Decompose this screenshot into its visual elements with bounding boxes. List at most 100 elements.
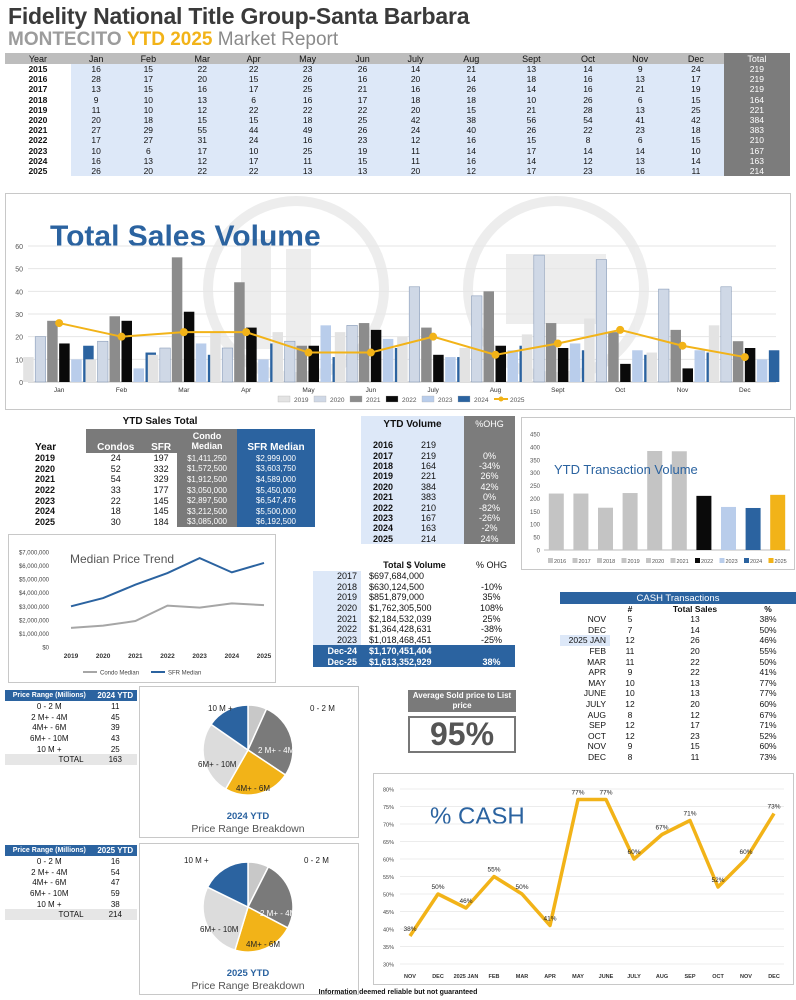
table-row: 2022 $1,364,428,631 -38% xyxy=(313,623,515,635)
table-cell: $1,572,500 xyxy=(177,463,237,475)
table-cell: DEC xyxy=(588,752,606,763)
table-cell: 18 xyxy=(121,114,176,126)
table-row: 2020 $1,762,305,500 108% xyxy=(313,602,515,614)
table-row: 2017 13 15 16 17 25 21 16 26 14 16 21 19 219 xyxy=(5,84,790,95)
bar-2019 xyxy=(646,352,657,382)
legend-swatch xyxy=(744,558,749,563)
table-row: 2021 27 29 55 44 49 26 24 40 26 22 23 18 383 xyxy=(5,125,790,136)
table-cell: 13 xyxy=(612,155,669,166)
bar-2019 xyxy=(397,336,408,382)
bar-2023 xyxy=(694,350,705,382)
cash-transactions-table: CASH Transactions # Total Sales % NOV 5 13… xyxy=(560,592,796,762)
table-cell: 22 xyxy=(690,656,700,667)
table-cell: 2 M+ - 4M xyxy=(31,867,68,877)
table-cell: 20 xyxy=(690,646,700,657)
y-tick-label: 200 xyxy=(530,497,541,503)
y-tick-label: 40 xyxy=(15,289,23,296)
table-cell: 77% xyxy=(759,688,777,699)
table-cell: 16 xyxy=(278,94,338,105)
x-tick-label: JUNE xyxy=(599,974,614,980)
bar-2019 xyxy=(147,354,159,382)
volume-value: 384 xyxy=(421,481,437,492)
table-cell: 12 xyxy=(563,155,613,166)
pct-cash-line xyxy=(408,797,776,937)
x-tick-label: 2021 xyxy=(128,653,143,660)
table-cell: 6M+ - 10M xyxy=(30,888,69,898)
table-cell: 163 xyxy=(93,754,137,766)
bar-2021 xyxy=(421,327,432,382)
legend-swatch xyxy=(670,558,676,563)
y-tick-label: 30 xyxy=(15,312,23,319)
col-condos: Condos xyxy=(86,429,146,453)
table-cell: $6,547,476 xyxy=(237,495,315,506)
pie-label: 2 M+ - 4M xyxy=(260,909,297,918)
table-cell: 13 xyxy=(690,688,700,699)
legend-label: 2024 xyxy=(474,397,489,404)
table-row: 2021 383 0% xyxy=(361,491,515,503)
table-cell: 2018 xyxy=(5,94,71,105)
table-cell: 2022 xyxy=(35,485,56,496)
x-tick-label: July xyxy=(427,387,439,394)
table-cell: TOTAL xyxy=(5,909,94,921)
header-cell: Sept xyxy=(499,53,564,64)
bar-2023 xyxy=(445,357,456,382)
table-cell: 13 xyxy=(278,165,338,177)
table-cell: 19 xyxy=(337,145,388,156)
col-pct: % xyxy=(764,604,772,614)
table-cell: 15 xyxy=(499,135,564,146)
bar-2020 xyxy=(97,340,109,383)
bar-2019 xyxy=(459,348,470,382)
x-tick-label: MAR xyxy=(516,974,529,980)
table-cell: 4M+ - 6M xyxy=(32,878,67,888)
table-cell: 11 xyxy=(111,701,120,711)
bar-2019 xyxy=(521,334,533,382)
table-cell: 384 xyxy=(723,114,790,126)
table-cell: 10 xyxy=(70,145,122,156)
table-row: 0 - 2 M 16 xyxy=(5,856,137,867)
table-cell: 221 xyxy=(723,104,790,115)
col-sfr: SFR xyxy=(145,429,177,453)
table-cell: 30 xyxy=(110,516,121,527)
avg-sold-price-label: Average Sold price to List price xyxy=(408,690,516,712)
legend-swatch xyxy=(498,396,504,402)
y-tick-label: 55% xyxy=(383,875,394,881)
bar-2018 xyxy=(598,507,613,550)
bar-2022 xyxy=(620,363,631,382)
header-cell: Jun xyxy=(337,53,388,64)
table-cell: 24 xyxy=(229,135,278,146)
table-cell: 14 xyxy=(499,155,564,166)
table-cell: 17 xyxy=(668,74,724,85)
x-tick-label: May xyxy=(302,387,315,394)
data-label: 38% xyxy=(403,926,416,933)
table-row: 2017 $697,684,000 xyxy=(313,571,515,582)
bar-2020 xyxy=(471,295,483,383)
bar-2022 xyxy=(433,354,444,382)
ytd-transaction-volume-chart: 0 50 100 150 200 250 300 350 400 450 YTD Transact… xyxy=(530,433,790,565)
header-cell: July xyxy=(387,53,444,64)
bar-2022 xyxy=(121,320,132,382)
cash-transactions-title: CASH Transactions xyxy=(560,592,796,604)
table-cell: 2017 xyxy=(5,84,71,95)
pie-slice xyxy=(202,886,249,952)
table-cell: 17 xyxy=(337,94,388,105)
pie-2024-panel: 0 - 2 M 2 M+ - 4M 4M+ - 6M 6M+ - 10M 10 M + 2… xyxy=(139,686,359,838)
table-cell: 24% xyxy=(464,533,515,544)
table-row: 2022 17 27 31 24 16 23 12 16 15 8 6 15 210 xyxy=(5,135,790,146)
table-cell: 2020 xyxy=(35,463,56,474)
bar-2021 xyxy=(296,345,307,382)
table-cell: -10% xyxy=(480,581,502,592)
series-line xyxy=(70,602,265,629)
table-cell: 4M+ - 6M xyxy=(32,723,67,733)
legend-swatch xyxy=(695,558,700,563)
bar-2020 xyxy=(658,288,670,383)
table-cell: 16 xyxy=(563,84,613,95)
table-cell: 23 xyxy=(563,165,613,177)
y-tick-label: 65% xyxy=(383,840,394,846)
bar-2019 xyxy=(272,332,283,382)
line-point xyxy=(304,348,313,357)
table-cell: 14 xyxy=(499,84,564,95)
table-cell: 10 xyxy=(499,94,564,105)
table-row: 2020 52 332 $1,572,500 $3,603,750 xyxy=(5,463,315,475)
